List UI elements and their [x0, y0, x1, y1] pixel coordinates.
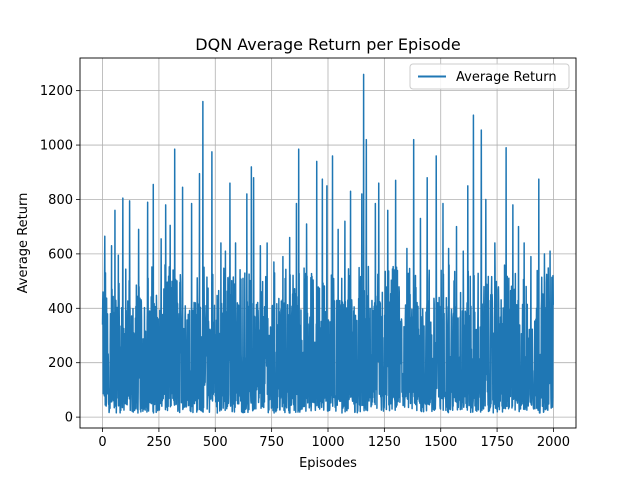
y-axis: 0 200 400 600 800 1000 1200	[40, 84, 80, 426]
y-tick-label: 1200	[40, 84, 73, 99]
x-tick-label: 0	[98, 435, 106, 450]
x-axis-label: Episodes	[299, 456, 357, 471]
y-tick-label: 200	[48, 356, 73, 371]
y-tick-label: 400	[48, 302, 73, 317]
y-tick-label: 1000	[40, 139, 73, 154]
x-axis: 0 250 500 750 1000 1250 1500 1750 2000	[98, 428, 570, 450]
series-area	[101, 73, 554, 414]
legend-label: Average Return	[456, 70, 557, 85]
x-tick-label: 1000	[311, 435, 344, 450]
x-tick-label: 2000	[537, 435, 570, 450]
x-tick-label: 750	[259, 435, 284, 450]
x-tick-label: 250	[146, 435, 171, 450]
legend: Average Return	[409, 63, 570, 90]
x-tick-label: 1500	[424, 435, 457, 450]
y-tick-label: 600	[48, 247, 73, 262]
y-axis-label: Average Return	[16, 193, 31, 294]
y-tick-label: 0	[65, 411, 73, 426]
x-tick-label: 500	[203, 435, 228, 450]
legend-box	[409, 63, 570, 90]
chart-title: DQN Average Return per Episode	[195, 35, 460, 54]
y-tick-label: 800	[48, 193, 73, 208]
x-tick-label: 1250	[368, 435, 401, 450]
x-tick-label: 1750	[481, 435, 514, 450]
series-line-average-return	[101, 73, 554, 414]
